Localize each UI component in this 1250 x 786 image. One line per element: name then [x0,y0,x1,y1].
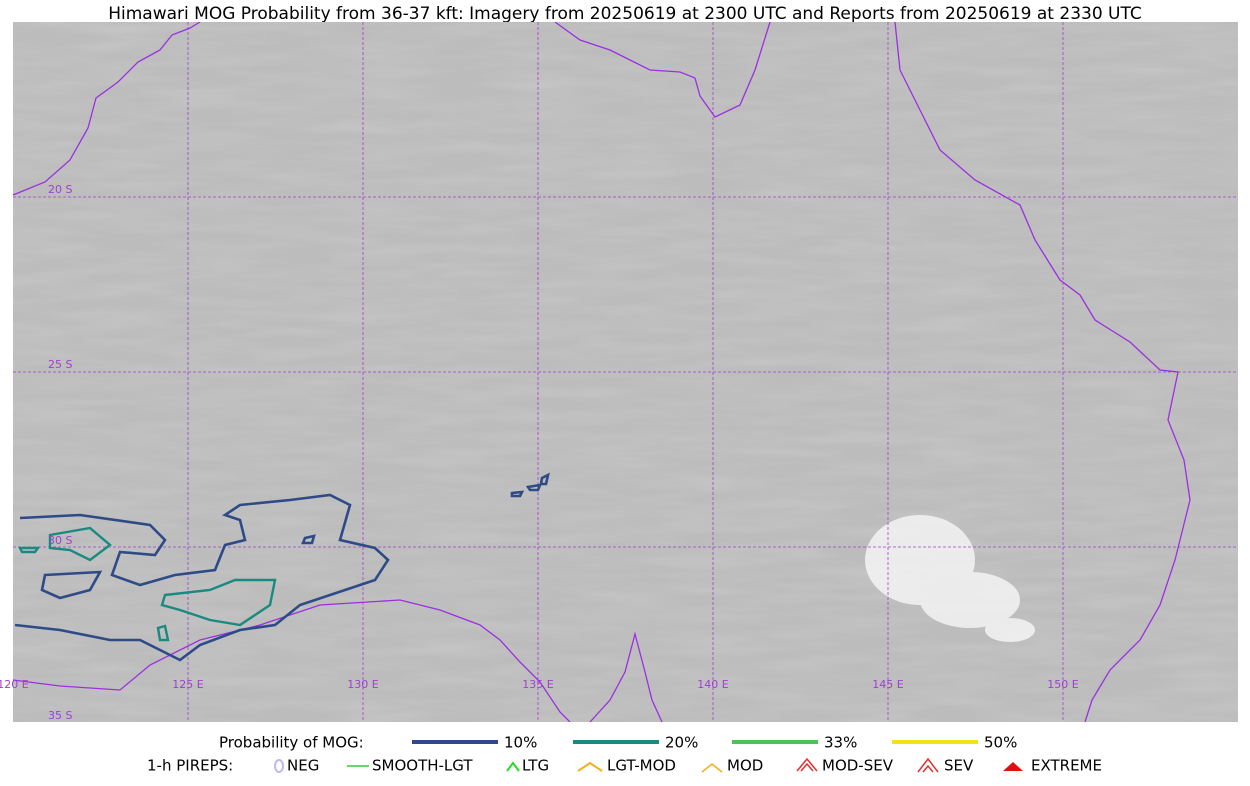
legend-label: SEV [944,757,974,775]
lat-label: 20 S [48,183,72,196]
legend-label: EXTREME [1031,757,1102,775]
legend-icon [506,761,520,772]
lat-labels: 20 S 25 S 30 S 35 S [48,183,72,722]
legend-label: 50% [984,734,1017,752]
legend-title: Probability of MOG: [219,734,364,752]
lat-label: 30 S [48,534,72,547]
legend-icon [917,757,939,773]
lon-label: 150 E [1047,678,1078,691]
lon-label: 135 E [522,678,553,691]
legend-label: 10% [504,734,537,752]
legend-label: MOD [727,757,763,775]
legend-label: LGT-MOD [607,757,676,775]
lat-label: 35 S [48,709,72,722]
lon-labels: 120 E 125 E 130 E 135 E 140 E 145 E 150 … [0,678,1079,691]
lon-label: 130 E [347,678,378,691]
legend-icon [701,763,723,773]
coastline [13,22,1191,722]
lon-label: 120 E [0,678,29,691]
legend-icon [796,757,818,772]
legend-label: 20% [665,734,698,752]
lon-label: 140 E [697,678,728,691]
contour-10 [14,472,550,662]
contour-20 [18,526,277,642]
legend-icon [274,759,284,773]
legend-label: NEG [287,757,319,775]
legend-icon [577,761,603,772]
lon-label: 125 E [172,678,203,691]
bright-clouds [865,515,1035,642]
legend-label: LTG [522,757,549,775]
legends: 10% 20% 33% 50% NEG SMOOTH-LGT LTG LGT-MOD MOD MO… [274,734,1102,775]
legend-label: MOD-SEV [822,757,894,775]
legend-icon [1003,762,1023,771]
legend-label: SMOOTH-LGT [372,757,473,775]
title: Himawari MOG Probability from 36-37 kft:… [108,4,1142,24]
legend-label: 33% [824,734,857,752]
grid-lines [13,22,1238,722]
legend-title: 1-h PIREPS: [147,757,233,775]
map [13,22,1238,722]
lon-label: 145 E [872,678,903,691]
lat-label: 25 S [48,358,72,371]
